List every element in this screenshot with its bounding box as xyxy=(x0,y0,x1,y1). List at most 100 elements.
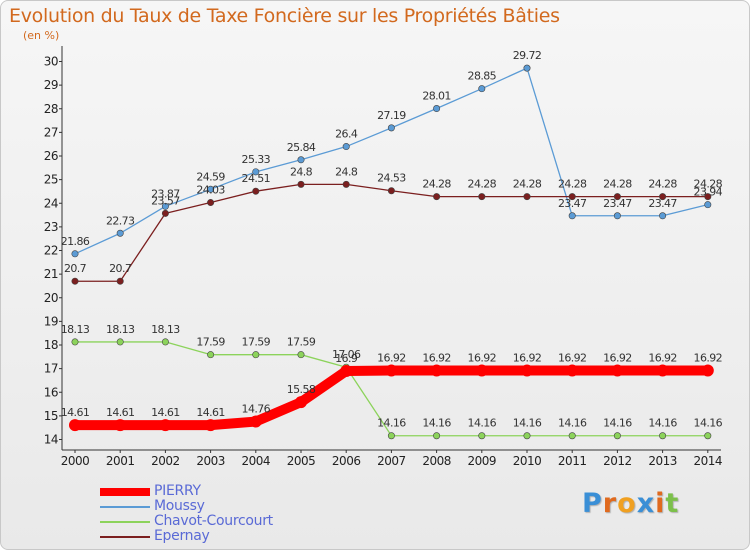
data-point xyxy=(568,432,576,440)
data-label: 24.51 xyxy=(242,172,271,185)
data-label: 14.61 xyxy=(106,406,135,419)
data-point xyxy=(295,396,307,409)
data-point xyxy=(475,364,488,377)
data-point xyxy=(252,187,260,195)
data-label: 14.16 xyxy=(694,417,723,430)
data-point xyxy=(116,277,124,285)
legend-label-chavot-courcourt: Chavot-Courcourt xyxy=(154,513,273,529)
x-tick-label: 2011 xyxy=(558,454,587,468)
x-tick-label: 2004 xyxy=(242,454,271,468)
data-label: 24.8 xyxy=(290,165,313,178)
data-label: 18.13 xyxy=(151,323,180,336)
data-point xyxy=(249,415,262,428)
legend-swatch-moussy xyxy=(100,506,150,508)
data-point xyxy=(568,212,576,220)
data-label: 14.61 xyxy=(196,406,225,419)
data-label: 21.86 xyxy=(61,235,90,248)
data-label: 29.72 xyxy=(513,49,542,62)
data-point xyxy=(656,364,669,377)
data-label: 16.92 xyxy=(603,352,632,365)
data-label: 26.4 xyxy=(335,128,358,141)
legend-swatch-pierry xyxy=(100,488,150,496)
data-point xyxy=(297,180,305,188)
y-tick-label: 30 xyxy=(44,55,58,69)
data-point xyxy=(297,351,305,359)
data-label: 14.16 xyxy=(603,417,632,430)
legend-label-moussy: Moussy xyxy=(154,498,205,514)
data-label: 24.28 xyxy=(468,178,497,191)
x-tick-label: 2002 xyxy=(151,454,180,468)
y-tick-label: 24 xyxy=(44,196,58,210)
data-point xyxy=(433,105,441,113)
data-point xyxy=(340,364,353,377)
x-tick-label: 2007 xyxy=(377,454,406,468)
data-label: 20.7 xyxy=(64,262,87,275)
data-point xyxy=(387,432,395,440)
data-label: 14.16 xyxy=(468,417,497,430)
data-label: 17.59 xyxy=(287,336,316,349)
data-label: 27.19 xyxy=(377,109,406,122)
x-tick-label: 2008 xyxy=(422,454,451,468)
data-point xyxy=(430,364,443,377)
data-label: 16.9 xyxy=(335,352,358,365)
data-point xyxy=(161,202,169,210)
data-label: 18.13 xyxy=(106,323,135,336)
legend-swatch-epernay xyxy=(100,536,150,538)
y-tick-label: 23 xyxy=(44,220,58,234)
y-tick-label: 21 xyxy=(44,267,58,281)
data-label: 24.28 xyxy=(422,178,451,191)
data-point xyxy=(478,193,486,201)
data-label: 14.16 xyxy=(558,417,587,430)
data-label: 14.61 xyxy=(151,406,180,419)
data-point xyxy=(568,193,576,201)
y-tick-label: 14 xyxy=(44,433,58,447)
data-label: 22.73 xyxy=(106,214,135,227)
data-point xyxy=(659,432,667,440)
data-point xyxy=(523,432,531,440)
data-point xyxy=(704,432,712,440)
data-label: 16.92 xyxy=(377,352,406,365)
legend-label-epernay: Epernay xyxy=(154,528,210,544)
data-point xyxy=(207,199,215,207)
data-label: 25.84 xyxy=(287,141,316,154)
data-label: 23.47 xyxy=(558,197,587,210)
data-label: 24.28 xyxy=(648,178,677,191)
data-label: 17.59 xyxy=(196,336,225,349)
y-tick-label: 16 xyxy=(44,385,58,399)
data-point xyxy=(207,351,215,359)
x-tick-label: 2014 xyxy=(694,454,723,468)
data-label: 23.47 xyxy=(648,197,677,210)
data-point xyxy=(71,277,79,285)
data-label: 23.87 xyxy=(151,187,180,200)
y-tick-label: 25 xyxy=(44,173,58,187)
data-label: 28.85 xyxy=(468,70,497,83)
y-axis-unit: (en %) xyxy=(23,29,60,42)
data-point xyxy=(116,338,124,346)
legend-label-pierry: PIERRY xyxy=(154,483,201,499)
data-label: 16.92 xyxy=(648,352,677,365)
data-label: 16.92 xyxy=(513,352,542,365)
data-point xyxy=(433,432,441,440)
data-point xyxy=(613,212,621,220)
data-point xyxy=(478,85,486,93)
data-point xyxy=(114,419,127,432)
data-label: 24.59 xyxy=(196,170,225,183)
data-point xyxy=(433,193,441,201)
x-tick-label: 2000 xyxy=(61,454,90,468)
data-label: 14.76 xyxy=(242,403,271,416)
data-point xyxy=(252,351,260,359)
x-tick-label: 2013 xyxy=(648,454,677,468)
data-point xyxy=(701,364,714,377)
data-label: 14.16 xyxy=(513,417,542,430)
data-point xyxy=(613,432,621,440)
data-label: 25.33 xyxy=(242,153,271,166)
data-point xyxy=(478,432,486,440)
data-point xyxy=(342,143,350,151)
data-label: 14.16 xyxy=(648,417,677,430)
y-tick-label: 20 xyxy=(44,291,58,305)
data-label: 16.92 xyxy=(468,352,497,365)
data-point xyxy=(523,193,531,201)
series-line-moussy xyxy=(74,67,709,255)
proxiti-logo: Proxit xyxy=(582,488,680,519)
data-point xyxy=(207,185,215,193)
